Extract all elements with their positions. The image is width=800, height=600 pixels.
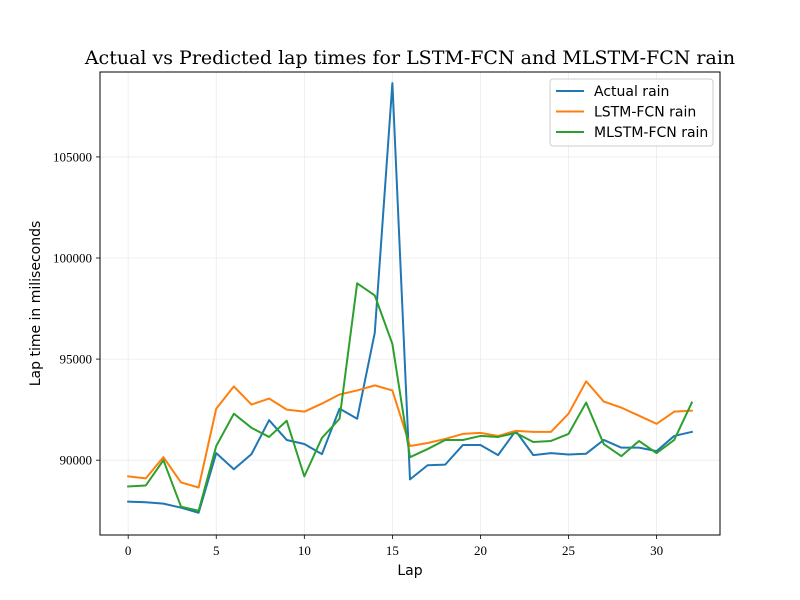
x-tick-label: 30 xyxy=(650,543,663,558)
legend-label-1: Actual rain xyxy=(594,84,669,100)
legend-box xyxy=(549,78,714,147)
y-tick-label: 100000 xyxy=(53,251,92,266)
x-tick-label: 10 xyxy=(298,543,311,558)
chart-title: Actual vs Predicted lap times for LSTM-F… xyxy=(84,47,735,69)
plot-frame xyxy=(99,71,721,536)
grid xyxy=(100,72,720,535)
x-tick-label: 15 xyxy=(386,543,399,558)
series-lines xyxy=(127,82,694,514)
y-tick-label: 105000 xyxy=(53,149,92,164)
series-line-2 xyxy=(127,380,693,489)
series-line-1 xyxy=(127,82,694,514)
x-tick-label: 25 xyxy=(562,543,575,558)
axis-ticks: 0 5 10 15 20 25 30 90000 95000 100000 105000 xyxy=(53,149,663,558)
legend-entries: Actual rain LSTM-FCN rain MLSTM-FCN rain xyxy=(556,84,708,141)
y-axis-label: Lap time in miliseconds xyxy=(28,221,44,387)
legend-label-3: MLSTM-FCN rain xyxy=(594,125,708,141)
x-tick-label: 0 xyxy=(125,543,132,558)
y-tick-label: 95000 xyxy=(60,352,93,367)
y-tick-label: 90000 xyxy=(60,453,93,468)
legend-label-2: LSTM-FCN rain xyxy=(594,105,696,121)
x-tick-label: 20 xyxy=(474,543,487,558)
series-line-3 xyxy=(127,282,694,512)
x-axis-label: Lap xyxy=(397,563,422,579)
legend: Actual rain LSTM-FCN rain MLSTM-FCN rain xyxy=(549,78,714,147)
x-tick-label: 5 xyxy=(213,543,220,558)
